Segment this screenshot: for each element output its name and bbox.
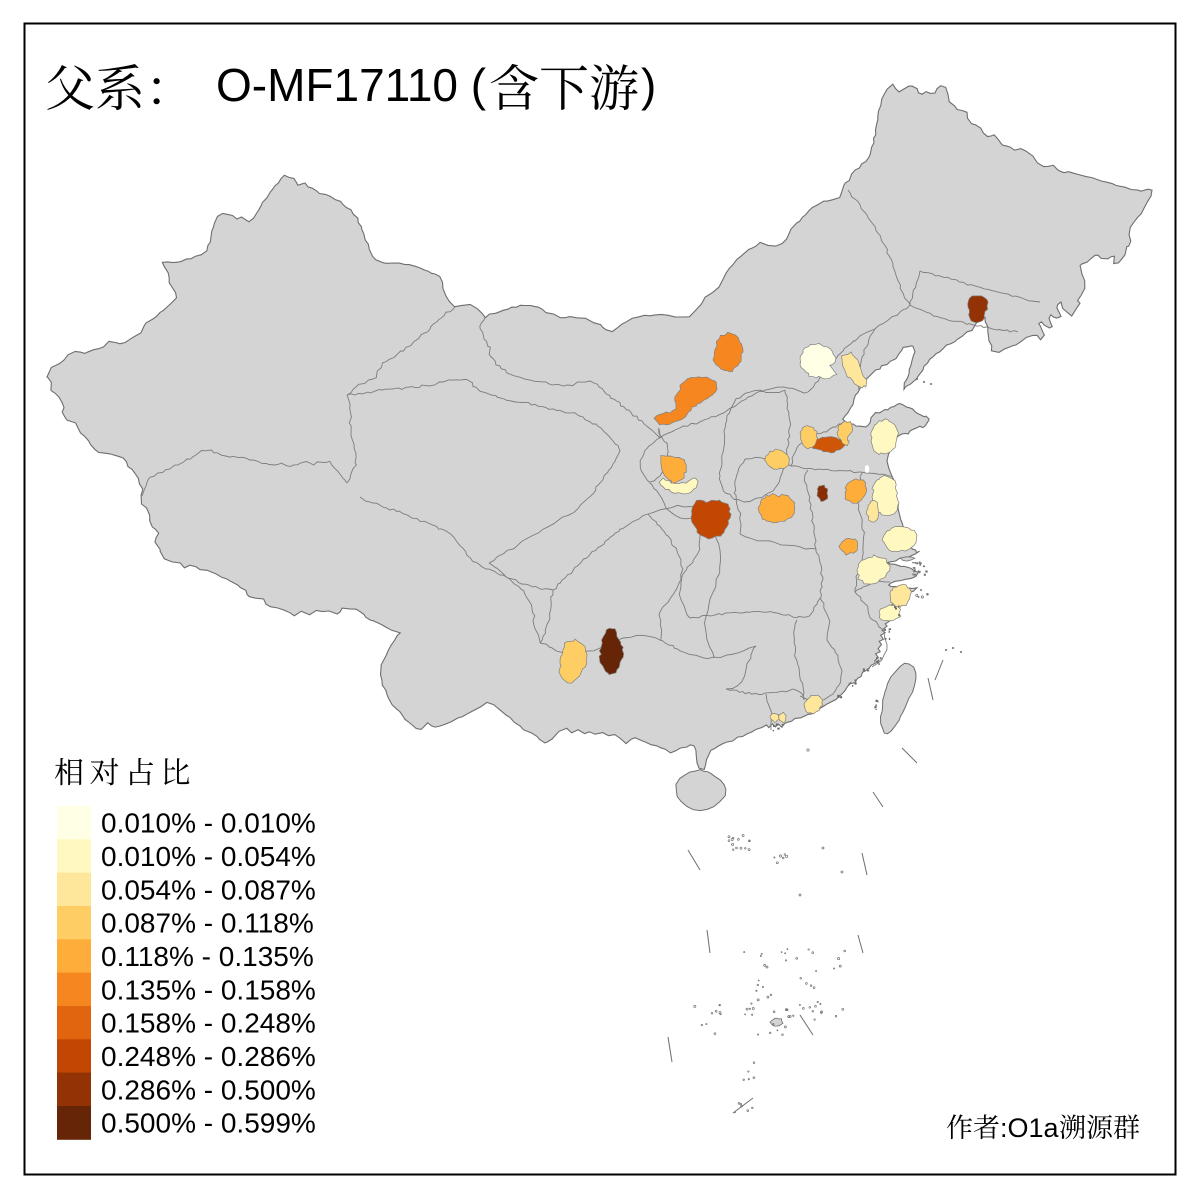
svg-text:0.500% - 0.599%: 0.500% - 0.599% (101, 1108, 316, 1139)
svg-text:0.087% - 0.118%: 0.087% - 0.118% (101, 908, 314, 939)
svg-text:0.158% - 0.248%: 0.158% - 0.248% (101, 1008, 316, 1039)
svg-text:0.010% - 0.010%: 0.010% - 0.010% (101, 808, 316, 839)
svg-text::O1a: :O1a (1000, 1113, 1060, 1143)
svg-text:0.010% - 0.054%: 0.010% - 0.054% (101, 841, 316, 872)
svg-text:O-MF17110 (: O-MF17110 ( (216, 59, 487, 111)
svg-text:0.118% - 0.135%: 0.118% - 0.135% (101, 941, 314, 972)
svg-text:0.135% - 0.158%: 0.135% - 0.158% (101, 974, 316, 1005)
svg-text:0.248% - 0.286%: 0.248% - 0.286% (101, 1041, 316, 1072)
svg-text:0.286% - 0.500%: 0.286% - 0.500% (101, 1074, 316, 1105)
svg-text:): ) (641, 59, 656, 111)
svg-text:0.054% - 0.087%: 0.054% - 0.087% (101, 874, 316, 905)
